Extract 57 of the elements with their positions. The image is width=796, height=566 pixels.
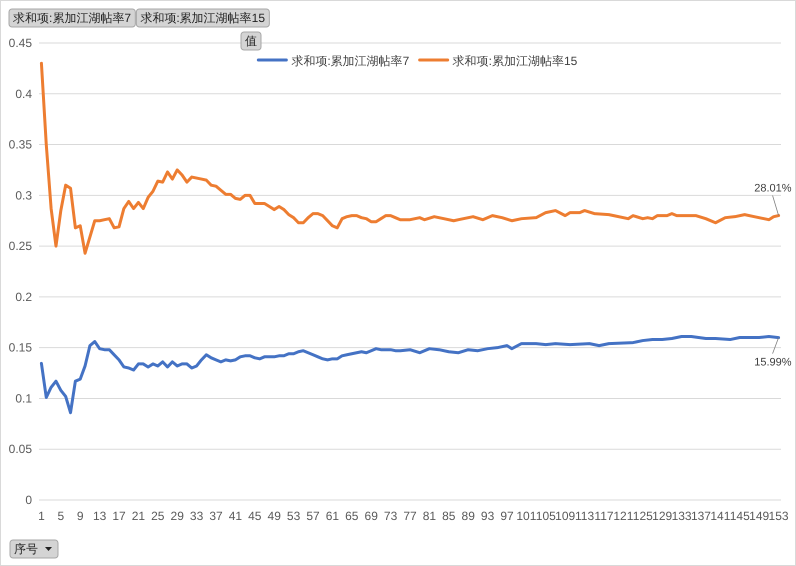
x-tick-label: 49 [268, 509, 282, 523]
x-tick-label: 21 [132, 509, 146, 523]
x-tick-label: 77 [403, 509, 417, 523]
x-tick-label: 53 [286, 509, 301, 523]
x-tick-label: 133 [672, 509, 692, 523]
annotation: 15.99% [754, 356, 792, 369]
y-tick-label: 0.45 [8, 36, 32, 50]
x-tick-label: 37 [209, 509, 224, 523]
x-tick-label: 121 [613, 509, 634, 523]
x-tick-label: 25 [151, 509, 165, 523]
x-tick-label: 109 [555, 509, 576, 523]
y-tick-label: 0.2 [15, 290, 32, 304]
y-tick-label: 0.05 [8, 442, 32, 456]
x-tick-label: 93 [480, 509, 495, 523]
y-tick-label: 0.3 [15, 188, 32, 202]
x-tick-label: 117 [594, 509, 614, 523]
x-tick-label: 89 [462, 509, 476, 523]
x-tick-label: 69 [364, 509, 378, 523]
x-tick-label: 129 [652, 509, 673, 523]
x-tick-label: 45 [248, 509, 262, 523]
annotation: 值 [245, 34, 257, 48]
x-tick-label: 5 [57, 509, 64, 523]
x-tick-label: 73 [384, 509, 398, 523]
y-tick-label: 0.25 [8, 239, 32, 254]
y-tick-label: 0 [25, 493, 32, 507]
y-tick-label: 0.4 [15, 86, 32, 101]
x-tick-label: 85 [442, 509, 456, 523]
x-tick-label: 153 [768, 509, 789, 523]
x-tick-label: 29 [170, 509, 184, 523]
x-tick-label: 9 [76, 509, 84, 523]
x-tick-label: 149 [749, 509, 770, 523]
x-tick-label: 57 [306, 509, 320, 523]
x-tick-label: 145 [730, 509, 750, 523]
x-tick-label: 125 [632, 509, 654, 523]
y-tick-label: 0.35 [8, 138, 32, 152]
x-tick-label: 105 [536, 509, 556, 523]
y-tick-label: 0.1 [15, 391, 32, 406]
x-tick-label: 137 [690, 509, 712, 523]
annotation: 28.01% [754, 182, 792, 195]
x-tick-label: 13 [92, 509, 107, 523]
y-tick-label: 0.15 [8, 340, 32, 355]
legend-label: 求和项:累加江湖帖率15 [452, 54, 578, 68]
x-tick-label: 17 [112, 509, 126, 523]
x-tick-label: 1 [38, 509, 46, 523]
x-tick-label: 61 [326, 509, 340, 523]
x-tick-label: 101 [516, 509, 537, 523]
x-tick-label: 113 [575, 509, 594, 523]
text: 序号 [14, 542, 38, 556]
x-tick-label: 141 [710, 509, 731, 523]
x-tick-label: 97 [500, 509, 514, 523]
legend-label: 求和项:累加江湖帖率7 [291, 54, 410, 68]
x-tick-label: 33 [190, 509, 204, 523]
text: 求和项:累加江湖帖率7 [13, 11, 132, 25]
x-tick-label: 41 [228, 509, 242, 523]
x-tick-label: 65 [345, 509, 359, 523]
x-tick-label: 81 [422, 509, 436, 523]
text: 求和项:累加江湖帖率15 [140, 11, 266, 25]
